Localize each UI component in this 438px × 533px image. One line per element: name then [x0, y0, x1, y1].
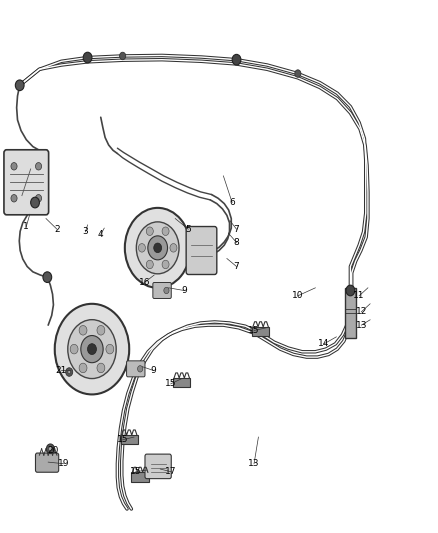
Text: 15: 15 [248, 326, 260, 335]
Circle shape [232, 54, 241, 65]
Circle shape [97, 326, 105, 335]
Text: 13: 13 [356, 321, 367, 329]
Bar [252, 327, 269, 336]
Circle shape [81, 336, 103, 362]
Text: 15: 15 [165, 379, 177, 388]
Circle shape [79, 326, 87, 335]
Circle shape [46, 444, 54, 454]
Text: 2: 2 [54, 225, 60, 233]
Circle shape [120, 52, 126, 60]
Text: 1: 1 [23, 222, 29, 231]
Circle shape [97, 363, 105, 373]
Text: 21: 21 [56, 366, 67, 375]
Circle shape [70, 344, 78, 354]
FancyBboxPatch shape [145, 454, 171, 479]
Text: 19: 19 [58, 459, 69, 468]
Circle shape [148, 236, 167, 260]
Circle shape [138, 366, 143, 372]
Circle shape [346, 285, 355, 296]
FancyBboxPatch shape [127, 361, 145, 377]
FancyBboxPatch shape [186, 227, 217, 274]
Circle shape [11, 163, 17, 170]
Text: 3: 3 [82, 228, 88, 236]
Circle shape [11, 195, 17, 202]
Circle shape [88, 344, 96, 354]
Text: 15: 15 [130, 467, 141, 476]
Circle shape [154, 243, 162, 253]
FancyBboxPatch shape [4, 150, 49, 215]
Text: 20: 20 [47, 446, 58, 455]
Circle shape [138, 244, 145, 252]
Text: 15: 15 [117, 435, 128, 444]
Circle shape [15, 80, 24, 91]
Text: 14: 14 [318, 340, 330, 348]
Circle shape [164, 287, 169, 294]
Circle shape [79, 363, 87, 373]
Circle shape [35, 163, 42, 170]
Circle shape [170, 244, 177, 252]
Bar [120, 435, 138, 445]
Text: 7: 7 [233, 225, 240, 233]
Circle shape [68, 370, 71, 374]
Circle shape [295, 70, 301, 77]
Circle shape [35, 195, 42, 202]
Circle shape [66, 368, 73, 376]
Circle shape [146, 260, 153, 269]
Circle shape [146, 227, 153, 236]
FancyBboxPatch shape [153, 282, 171, 298]
Circle shape [106, 344, 114, 354]
Text: 5: 5 [185, 225, 191, 233]
Circle shape [43, 272, 52, 282]
Text: 6: 6 [229, 198, 235, 207]
Bar [173, 378, 191, 387]
Text: 13: 13 [248, 459, 260, 468]
Text: 8: 8 [233, 238, 240, 247]
Circle shape [83, 52, 92, 63]
Text: 12: 12 [356, 308, 367, 316]
Circle shape [68, 320, 116, 378]
Text: 11: 11 [353, 292, 365, 300]
Circle shape [31, 197, 39, 208]
Text: 9: 9 [181, 286, 187, 295]
Text: 7: 7 [233, 262, 240, 271]
Circle shape [55, 304, 129, 394]
Circle shape [162, 227, 169, 236]
Text: 4: 4 [98, 230, 103, 239]
Circle shape [125, 208, 191, 288]
Circle shape [162, 260, 169, 269]
Bar [345, 288, 356, 338]
Text: 10: 10 [292, 292, 304, 300]
Text: 17: 17 [165, 467, 177, 476]
Bar [131, 472, 149, 482]
Text: 9: 9 [150, 366, 156, 375]
Circle shape [49, 447, 52, 451]
Text: 16: 16 [139, 278, 150, 287]
Circle shape [136, 222, 179, 274]
FancyBboxPatch shape [35, 453, 59, 472]
